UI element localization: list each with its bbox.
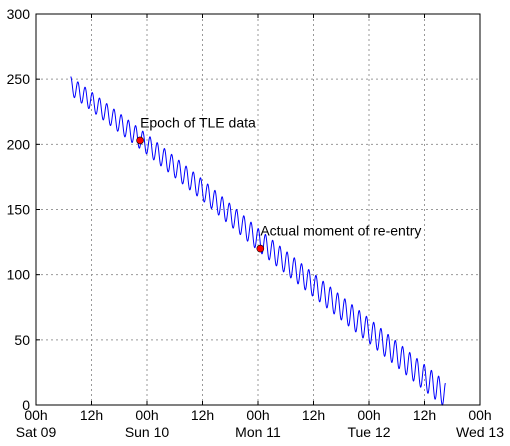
- ticks: [35, 13, 481, 406]
- series-line: [70, 76, 446, 406]
- x-tick-label: 12h: [413, 407, 436, 423]
- y-tick-label: 300: [7, 6, 31, 22]
- y-tick-label: 0: [22, 397, 30, 413]
- y-tick-label: 100: [7, 267, 31, 283]
- marker-annotation: Epoch of TLE data: [140, 114, 256, 130]
- marker-point: [256, 244, 265, 253]
- y-tick-label: 250: [7, 71, 31, 87]
- x-tick-label: 00h: [468, 407, 491, 423]
- y-tick-label: 200: [7, 136, 31, 152]
- x-tick-date-label: Wed 13: [456, 424, 504, 440]
- marker-annotation: Actual moment of re-entry: [260, 223, 421, 239]
- x-tick-date-label: Sat 09: [16, 424, 57, 440]
- x-tick-date-label: Mon 11: [235, 424, 281, 440]
- x-tick-label: 00h: [135, 407, 158, 423]
- x-tick-label: 00h: [24, 407, 47, 423]
- x-tick-label: 00h: [357, 407, 380, 423]
- y-tick-label: 50: [14, 332, 30, 348]
- x-tick-label: 12h: [80, 407, 103, 423]
- x-tick-label: 00h: [246, 407, 269, 423]
- marker-point: [136, 136, 144, 145]
- x-tick-date-label: Tue 12: [347, 424, 390, 440]
- x-tick-label: 12h: [302, 407, 325, 423]
- x-tick-label: 12h: [191, 407, 214, 423]
- grid: [36, 14, 480, 405]
- x-tick-date-label: Sun 10: [125, 424, 170, 440]
- markers: [136, 136, 265, 253]
- y-tick-label: 150: [7, 202, 31, 218]
- annotations: Epoch of TLE data Actual moment of re-ent…: [140, 114, 421, 238]
